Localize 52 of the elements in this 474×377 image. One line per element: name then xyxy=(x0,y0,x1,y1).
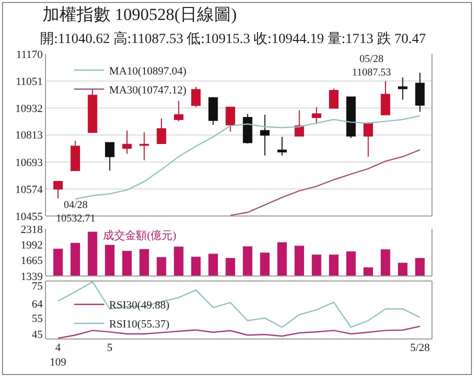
y-tick-label: 11051 xyxy=(16,76,43,88)
candlestick xyxy=(122,130,132,154)
legend-label: MA10(10897.04) xyxy=(109,65,187,78)
line-series xyxy=(74,115,421,200)
y-tick-label: 10574 xyxy=(15,184,44,196)
y-tick-label: 2318 xyxy=(20,224,44,236)
x-tick-label: 4 109 xyxy=(50,342,67,368)
candlestick xyxy=(260,114,270,156)
y-tick-label: 45 xyxy=(32,329,44,342)
candlestick xyxy=(398,77,408,100)
annotation: 成交金額(億元) xyxy=(103,229,177,242)
legend-label: RSI30(49.88) xyxy=(109,300,170,312)
candlestick xyxy=(364,121,373,158)
y-tick-label: 1992 xyxy=(20,240,43,252)
y-tick-label: 11170 xyxy=(16,48,44,61)
y-tick-label: 10813 xyxy=(15,130,44,142)
candlestick xyxy=(191,86,201,108)
candlestick xyxy=(346,96,356,138)
candlestick xyxy=(105,142,114,171)
candlestick xyxy=(208,96,218,126)
candlestick xyxy=(70,140,80,171)
y-tick-label: 10455 xyxy=(15,210,44,223)
candlestick xyxy=(294,110,304,137)
candlestick xyxy=(242,113,252,144)
y-tick-label: 10693 xyxy=(15,156,44,169)
y-tick-label: 75 xyxy=(32,280,44,293)
y-tick-label: 64 xyxy=(32,298,44,310)
y-tick-label: 55 xyxy=(32,312,44,325)
candlestick xyxy=(277,136,287,156)
candlestick xyxy=(174,100,184,122)
candlestick xyxy=(415,72,425,112)
legend-label: MA30(10747.12) xyxy=(109,84,187,96)
y-tick-label: 10932 xyxy=(15,102,43,115)
candlestick xyxy=(312,106,322,125)
x-tick-label: 5 xyxy=(107,342,114,354)
chart-title: 加權指數 1090528(日線圖) xyxy=(42,4,237,24)
candlestick xyxy=(226,106,236,132)
candlestick xyxy=(329,88,338,109)
candlestick xyxy=(380,80,390,116)
candlestick xyxy=(140,132,149,161)
x-tick-label: 5/28 xyxy=(410,342,430,354)
candlestick xyxy=(88,89,98,133)
annotation: 05/28 11087.53 xyxy=(352,54,391,79)
y-tick-label: 1339 xyxy=(20,270,44,283)
legend-label: RSI10(55.37) xyxy=(109,318,170,331)
candlestick xyxy=(53,181,63,199)
annotation: 04/28 10532.71 xyxy=(56,200,96,225)
chart-subtitle: 開:11040.62 高:11087.53 低:10915.3 收:10944.19 量:1713 跌 70.47 xyxy=(40,31,426,47)
y-tick-label: 1665 xyxy=(20,255,44,268)
line-series xyxy=(230,149,421,216)
candlestick xyxy=(156,118,166,144)
line-series xyxy=(57,281,421,328)
